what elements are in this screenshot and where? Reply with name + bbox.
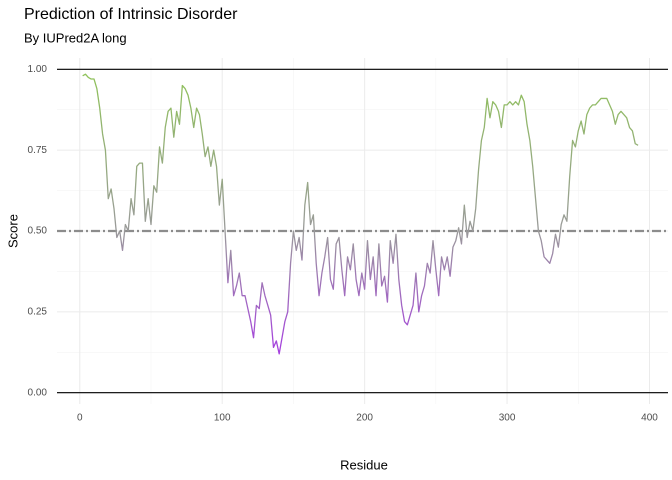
x-tick-label: 100: [214, 413, 231, 424]
y-axis-title: Score: [5, 214, 20, 248]
x-tick-label: 300: [499, 413, 516, 424]
y-tick-label: 0.50: [28, 226, 48, 237]
y-tick-label: 0.25: [28, 306, 48, 317]
score-line: [82, 73, 639, 355]
x-tick-label: 400: [641, 413, 658, 424]
x-tick-label: 200: [356, 413, 373, 424]
y-tick-label: 0.00: [28, 387, 48, 398]
x-axis-title: Residue: [340, 457, 388, 472]
x-tick-label: 0: [77, 413, 83, 424]
chart-subtitle: By IUPred2A long: [24, 30, 127, 45]
y-tick-label: 1.00: [28, 64, 48, 75]
y-tick-label: 0.75: [28, 145, 48, 156]
chart-title: Prediction of Intrinsic Disorder: [24, 6, 238, 23]
